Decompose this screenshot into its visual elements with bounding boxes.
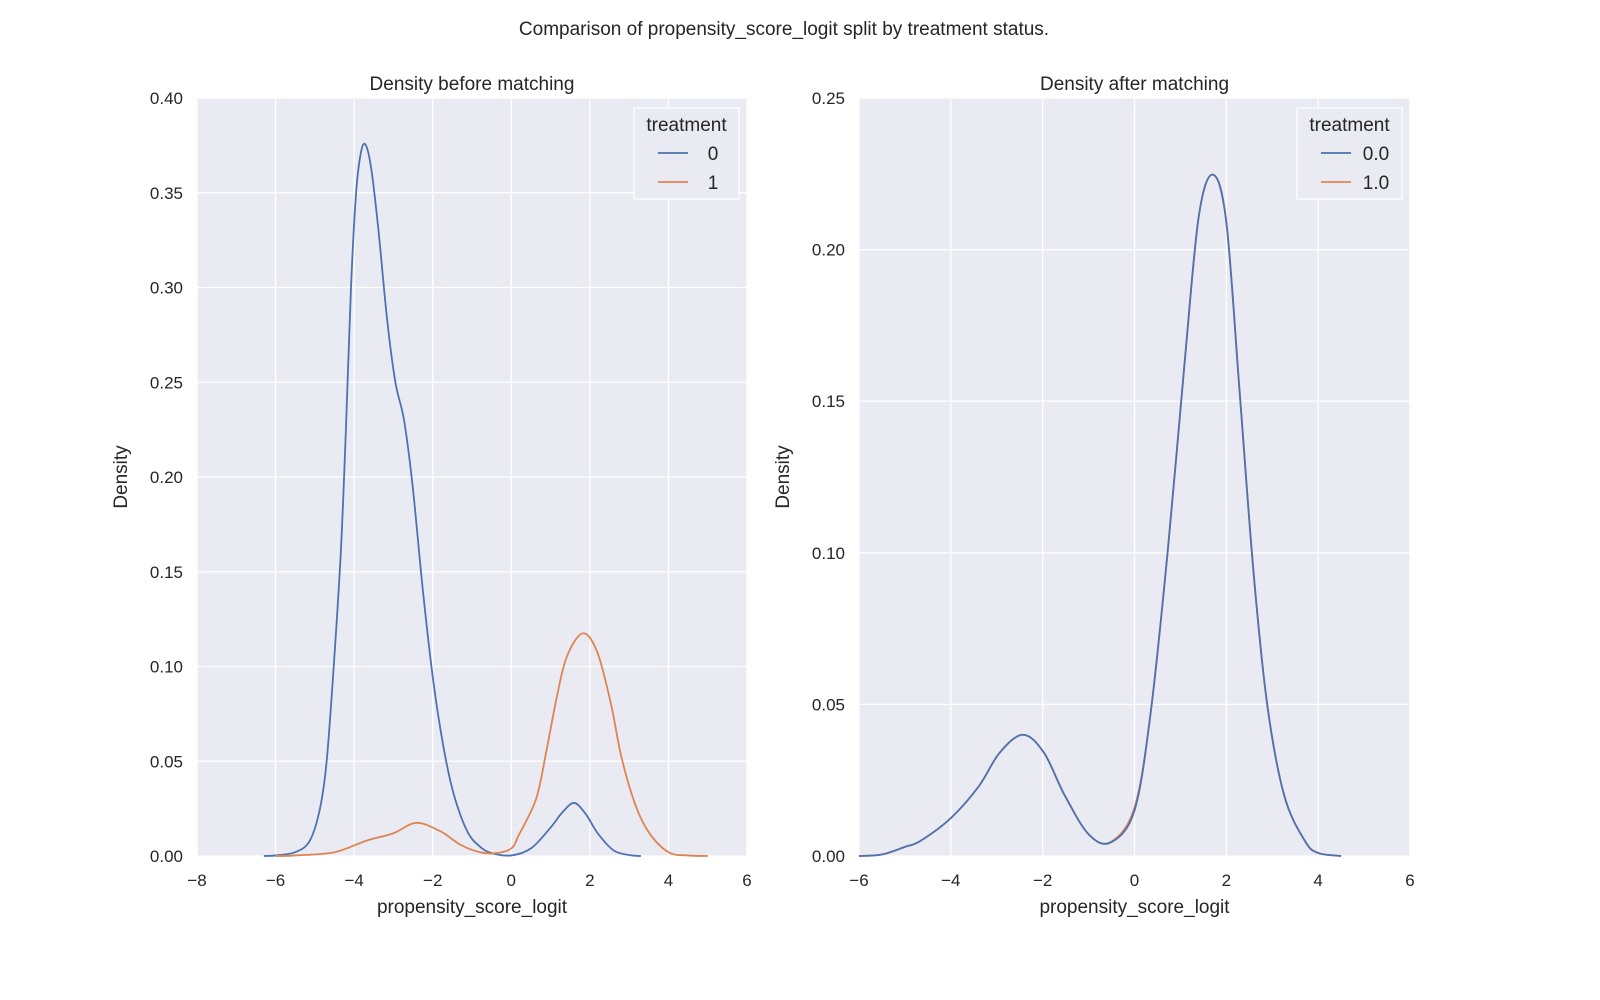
x-tick-label: 0 — [1130, 871, 1139, 890]
x-tick-label: −6 — [266, 871, 285, 890]
x-tick-label: −4 — [941, 871, 960, 890]
x-tick-label: 4 — [664, 871, 673, 890]
y-tick-label: 0.40 — [150, 89, 183, 108]
y-tick-label: 0.20 — [150, 468, 183, 487]
figure-title: Comparison of propensity_score_logit spl… — [519, 19, 1049, 40]
x-tick-label: −2 — [423, 871, 442, 890]
y-tick-label: 0.10 — [812, 544, 845, 563]
y-tick-label: 0.00 — [812, 847, 845, 866]
y-tick-label: 0.15 — [150, 563, 183, 582]
x-tick-label: −8 — [187, 871, 206, 890]
x-tick-label: 4 — [1313, 871, 1322, 890]
y-tick-label: 0.25 — [150, 373, 183, 392]
x-tick-label: 6 — [1405, 871, 1414, 890]
y-tick-label: 0.00 — [150, 847, 183, 866]
y-tick-label: 0.10 — [150, 658, 183, 677]
x-tick-label: −6 — [849, 871, 868, 890]
y-tick-label: 0.15 — [812, 392, 845, 411]
x-axis-label: propensity_score_logit — [1039, 897, 1230, 918]
legend-label: 0 — [708, 144, 719, 165]
axes-before-matching: −8 −6 −4 −2 0 2 4 6 0.00 0.05 0.10 0.15 0.20 0.25 0.30… — [111, 74, 752, 918]
legend-label: 1.0 — [1363, 173, 1389, 194]
density-line-treatment-0 — [263, 142, 642, 857]
axes-title: Density after matching — [1040, 74, 1229, 95]
y-tick-label: 0.05 — [150, 752, 183, 771]
y-tick-label: 0.20 — [812, 241, 845, 260]
legend-label: 1 — [708, 173, 719, 194]
y-tick-label: 0.05 — [812, 695, 845, 714]
legend: treatment 0.0 1.0 — [1296, 107, 1403, 200]
x-tick-label: 0 — [507, 871, 516, 890]
axes-after-matching: −6 −4 −2 0 2 4 6 0.00 0.05 0.10 0.15 0.20 0.25 Densit… — [773, 74, 1415, 918]
y-axis-label: Density — [773, 445, 794, 509]
legend: treatment 0 1 — [633, 107, 740, 200]
y-tick-label: 0.25 — [812, 89, 845, 108]
x-tick-label: 2 — [585, 871, 594, 890]
x-tick-label: 2 — [1222, 871, 1231, 890]
y-tick-label: 0.35 — [150, 184, 183, 203]
density-line-treatment-1 — [275, 632, 708, 857]
y-tick-label: 0.30 — [150, 279, 183, 298]
x-tick-label: −4 — [344, 871, 363, 890]
legend-label: 0.0 — [1363, 144, 1389, 165]
axes-title: Density before matching — [370, 74, 575, 95]
x-tick-label: −2 — [1033, 871, 1052, 890]
y-axis-label: Density — [111, 445, 132, 509]
legend-title: treatment — [646, 115, 727, 136]
density-line-treatment-0.0 — [858, 173, 1342, 857]
x-axis-label: propensity_score_logit — [377, 897, 568, 918]
legend-title: treatment — [1309, 115, 1390, 136]
x-tick-label: 6 — [742, 871, 751, 890]
